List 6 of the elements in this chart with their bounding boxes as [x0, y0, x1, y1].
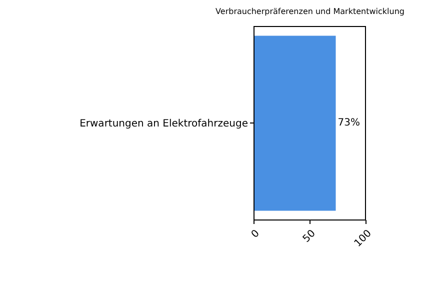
x-tick-label: 50 [301, 228, 318, 245]
x-tick-label: 0 [250, 228, 262, 240]
x-tick-label: 100 [352, 228, 374, 250]
y-tick-label: Erwartungen an Elektrofahrzeuge [80, 118, 248, 130]
chart-title: Verbraucherpräferenzen und Marktentwicklung [216, 7, 404, 17]
data-label: 73% [338, 118, 360, 129]
